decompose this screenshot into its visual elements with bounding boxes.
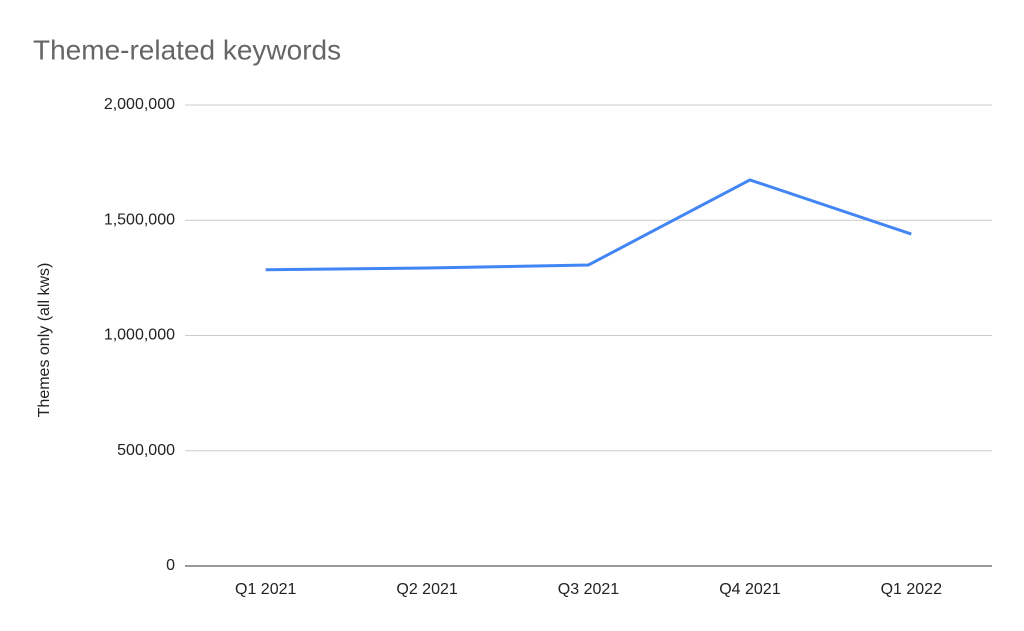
x-tick-label: Q4 2021 bbox=[719, 581, 780, 598]
x-tick-label: Q1 2021 bbox=[235, 581, 296, 598]
y-tick-label: 2,000,000 bbox=[104, 96, 175, 113]
x-tick-label: Q2 2021 bbox=[396, 581, 457, 598]
y-tick-label: 1,000,000 bbox=[104, 327, 175, 344]
x-tick-label: Q3 2021 bbox=[558, 581, 619, 598]
x-tick-label: Q1 2022 bbox=[881, 581, 942, 598]
y-tick-label: 0 bbox=[166, 557, 175, 574]
chart-title: Theme-related keywords bbox=[33, 34, 341, 65]
y-tick-label: 500,000 bbox=[117, 442, 175, 459]
line bbox=[265, 178, 912, 272]
y-tick-label: 1,500,000 bbox=[104, 211, 175, 228]
y-axis-label: Themes only (all kws) bbox=[36, 263, 53, 418]
